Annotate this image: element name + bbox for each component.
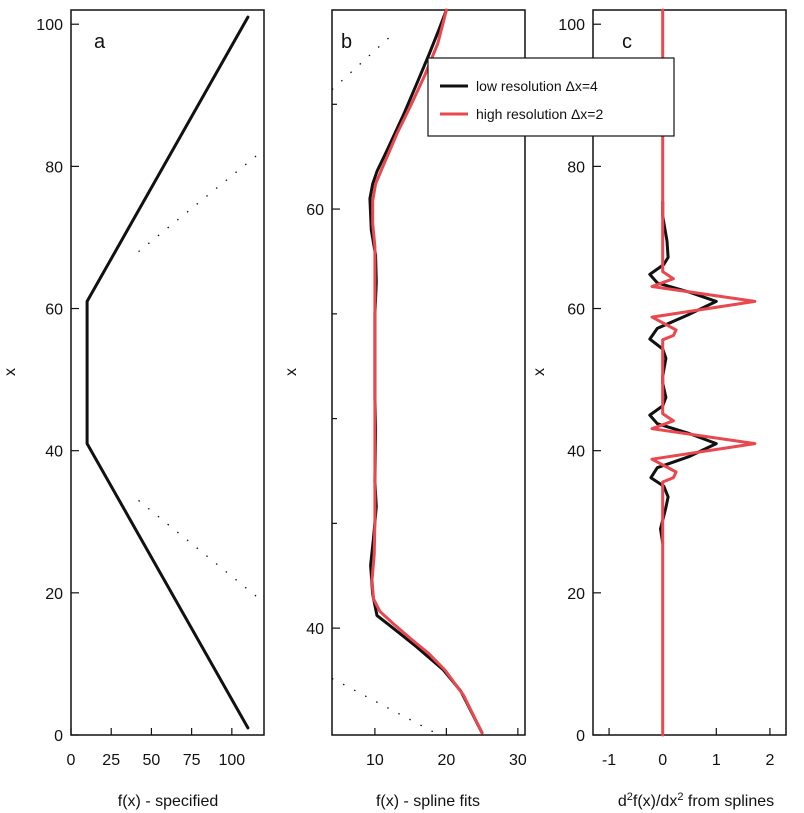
panel-a-frame [70, 9, 265, 736]
panel-c-xtick-label: 1 [712, 752, 721, 769]
panel-c-ylabel: x [531, 368, 548, 376]
panel-c-series-low-resolution [648, 200, 718, 545]
panel-b-ytick-label: 60 [306, 202, 324, 219]
panel-a-xlabel: f(x) - specified [118, 793, 218, 810]
panel-c-ytick-label: 20 [567, 586, 585, 603]
panel-b-xlabel: f(x) - spline fits [376, 793, 480, 810]
panel-a-ylabel: x [2, 368, 19, 376]
panel-c-ytick-label: 40 [567, 444, 585, 461]
panel-a-xtick-label: 75 [183, 752, 201, 769]
panel-c-xtick-label: 2 [765, 752, 774, 769]
panel-c-frame [592, 9, 787, 736]
panel-b-xtick-label: 30 [509, 752, 527, 769]
panel-a-letter: a [94, 31, 106, 53]
panel-c-ytick-label: 0 [576, 728, 585, 745]
panel-connector-guides [138, 30, 440, 736]
panel-c: c d2f(x)/dx2 from splines x -1 0 1 20204060… [531, 8, 787, 810]
panel-b-xtick-label: 20 [437, 752, 455, 769]
panel-a-xtick-label: 100 [218, 752, 245, 769]
panel-a-xtick-label: 50 [143, 752, 161, 769]
panel-b-xtick-label: 10 [366, 752, 384, 769]
panel-c-xtick-label: -1 [602, 752, 616, 769]
panel-b-frame [331, 9, 526, 736]
panel-a-ytick-label: 60 [45, 302, 63, 319]
panel-a-ytick-label: 20 [45, 586, 63, 603]
panel-a-ytick-label: 80 [45, 159, 63, 176]
panel-b-ytick-label: 40 [306, 621, 324, 638]
legend-label-low-resolution: low resolution Δx=4 [476, 78, 598, 94]
panel-b: b f(x) - spline fits x 10 20 30 40 60 [283, 8, 527, 810]
panel-b-letter: b [341, 31, 352, 53]
panel-c-xtick-label: 0 [658, 752, 667, 769]
panel-a-xtick-label: 0 [67, 752, 76, 769]
panel-a: a f(x) - specified x 0 25 50 75 100 0 20 40 60 80… [2, 9, 265, 810]
connector-guide-a-1 [138, 151, 262, 253]
panel-b-series-high-resolution [370, 8, 484, 735]
connector-guide-a-0 [138, 499, 262, 601]
panel-a-xtick-label: 25 [102, 752, 120, 769]
connector-guide-b-lower [331, 677, 440, 736]
panel-c-xlabel: d2f(x)/dx2 from splines [618, 791, 774, 810]
legend-label-high-resolution: high resolution Δx=2 [476, 106, 603, 122]
legend: low resolution Δx=4 high resolution Δx=2 [427, 57, 675, 137]
panel-c-series-high-resolution [650, 8, 757, 737]
panel-a-ytick-label: 100 [36, 17, 63, 34]
panel-a-ytick-label: 40 [45, 444, 63, 461]
legend-box [427, 57, 675, 137]
panel-c-letter: c [622, 31, 632, 53]
panel-c-ytick-label: 60 [567, 302, 585, 319]
panel-c-ytick-label: 80 [567, 159, 585, 176]
panel-a-ytick-label: 0 [54, 728, 63, 745]
panel-c-ytick-label: 100 [558, 17, 585, 34]
panel-a-series-low-resolution [85, 15, 250, 730]
panel-b-ylabel: x [283, 368, 300, 376]
